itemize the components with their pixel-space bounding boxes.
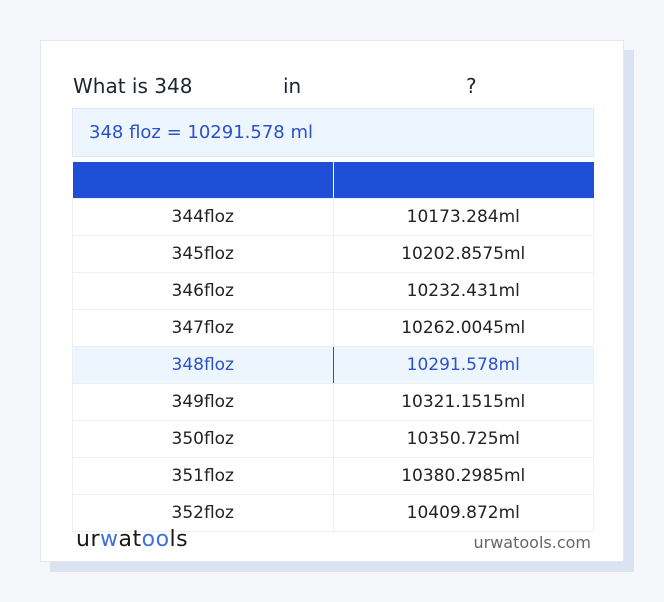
page-title: What is 348 in ? <box>73 74 477 194</box>
title-middle: in <box>283 74 302 98</box>
title-prefix: What is 348 <box>73 74 193 98</box>
cell-floz: 344floz <box>72 198 334 236</box>
site-link[interactable]: urwatools.com <box>473 533 592 552</box>
table-row: 344floz 10173.284ml <box>72 198 594 236</box>
table-row: 346floz 10232.431ml <box>72 272 594 310</box>
conversion-result: 348 floz = 10291.578 ml <box>72 108 594 157</box>
table-row: 349floz 10321.1515ml <box>72 383 594 421</box>
cell-ml: 10409.872ml <box>332 494 594 532</box>
header-from <box>72 162 334 199</box>
table-row: 351floz 10380.2985ml <box>72 457 594 495</box>
conversion-table: 344floz 10173.284ml 345floz 10202.8575ml 346… <box>72 162 594 532</box>
cell-ml: 10232.431ml <box>332 272 594 310</box>
cell-ml: 10291.578ml <box>332 346 594 384</box>
header-to <box>333 162 594 199</box>
cell-floz: 352floz <box>72 494 334 532</box>
cell-floz: 347floz <box>72 309 334 347</box>
table-row: 350floz 10350.725ml <box>72 420 594 458</box>
cell-ml: 10350.725ml <box>332 420 594 458</box>
table-row: 352floz 10409.872ml <box>72 494 594 532</box>
cell-ml: 10321.1515ml <box>332 383 594 421</box>
cell-floz: 345floz <box>72 235 334 273</box>
cell-floz: 348floz <box>72 346 334 384</box>
cell-ml: 10262.0045ml <box>332 309 594 347</box>
table-row: 347floz 10262.0045ml <box>72 309 594 347</box>
cell-ml: 10380.2985ml <box>332 457 594 495</box>
table-row: 345floz 10202.8575ml <box>72 235 594 273</box>
table-header <box>72 162 594 199</box>
urwatools-logo[interactable]: urwatools <box>76 527 189 552</box>
cell-ml: 10202.8575ml <box>332 235 594 273</box>
table-row: 348floz 10291.578ml <box>72 346 594 384</box>
cell-floz: 349floz <box>72 383 334 421</box>
cell-floz: 350floz <box>72 420 334 458</box>
cell-floz: 346floz <box>72 272 334 310</box>
conversion-card: What is 348 in ? 348 floz = 10291.578 ml… <box>40 40 624 562</box>
title-suffix: ? <box>466 74 477 98</box>
cell-floz: 351floz <box>72 457 334 495</box>
cell-ml: 10173.284ml <box>332 198 594 236</box>
